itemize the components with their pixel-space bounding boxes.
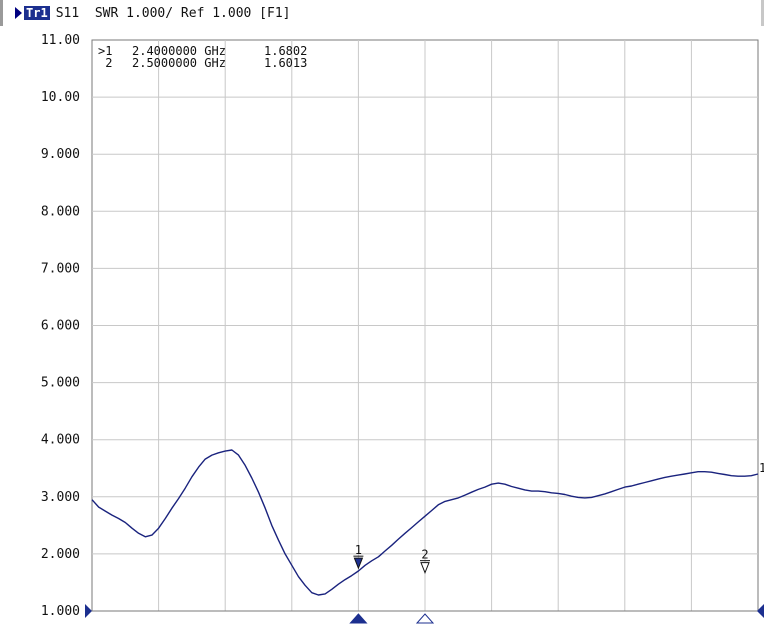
- ref-level-left-arrow-icon: [85, 604, 92, 618]
- marker-triangle-icon: [420, 562, 430, 575]
- reference-arrows: [85, 604, 764, 618]
- marker-table: >1 2.4000000 GHz 1.6802 2 2.5000000 GHz 1.60…: [98, 44, 307, 70]
- trace-line-group: 1: [91, 449, 764, 596]
- marker-axis-indicator-icon: [349, 613, 368, 624]
- trace-format-label: S11 SWR 1.000/ Ref 1.000 [F1]: [55, 5, 291, 21]
- marker-readout-frequency: 2.5000000 GHz: [132, 56, 226, 70]
- y-tick-label: 4.000: [41, 433, 80, 448]
- trace-line: [91, 449, 759, 596]
- marker-readout-value: 1.6013: [264, 56, 307, 70]
- marker-number-label: 1: [355, 543, 362, 557]
- marker-readout-value: 1.6802: [264, 44, 307, 58]
- marker-readout-id: 2: [98, 56, 112, 70]
- trace-badge[interactable]: Tr1: [24, 6, 50, 20]
- y-tick-label: 2.000: [41, 547, 80, 562]
- trace-selector[interactable]: Tr1: [15, 6, 50, 20]
- y-tick-label: 5.000: [41, 376, 80, 391]
- trace-end-label: 1: [759, 461, 764, 475]
- y-tick-label: 3.000: [41, 490, 80, 505]
- marker-readout-id: >1: [98, 44, 112, 58]
- marker-triangle-icon: [353, 557, 364, 570]
- chart-grid: [91, 39, 759, 612]
- y-tick-label: 11.00: [41, 33, 80, 48]
- trace-active-arrow-icon: [15, 7, 22, 19]
- y-tick-label: 7.000: [41, 261, 80, 276]
- ref-level-right-arrow-icon: [757, 604, 764, 618]
- y-tick-labels: 11.00 10.00 9.000 8.000 7.000 6.000 5.000 4.000…: [41, 33, 80, 619]
- marker-number-label: 2: [421, 548, 428, 562]
- y-tick-label: 9.000: [41, 147, 80, 162]
- y-tick-label: 6.000: [41, 319, 80, 334]
- y-tick-label: 8.000: [41, 204, 80, 219]
- y-tick-label: 10.00: [41, 90, 80, 105]
- y-tick-label: 1.000: [41, 604, 80, 619]
- marker-axis-indicator-icon: [415, 613, 435, 624]
- trace-header: Tr1 S11 SWR 1.000/ Ref 1.000 [F1]: [0, 0, 764, 26]
- marker-readout-frequency: 2.4000000 GHz: [132, 44, 226, 58]
